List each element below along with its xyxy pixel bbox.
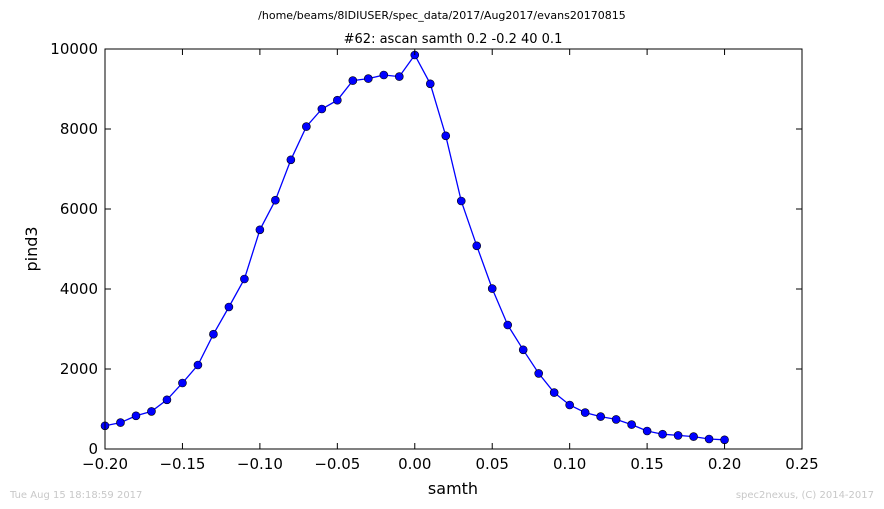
data-point: [596, 412, 605, 421]
data-point: [224, 302, 234, 312]
x-tick-label: −0.05: [314, 455, 360, 473]
data-point: [255, 225, 265, 235]
plot-frame: [104, 48, 803, 450]
data-point: [302, 122, 311, 131]
data-point: [364, 74, 373, 83]
x-tick-label: 0.20: [708, 455, 741, 473]
data-point: [580, 408, 590, 417]
chart-title: #62: ascan samth 0.2 -0.2 40 0.1: [344, 32, 563, 47]
footer-credit: spec2nexus, (C) 2014-2017: [736, 490, 874, 501]
chart-suptitle: /home/beams/8IDIUSER/spec_data/2017/Aug2…: [258, 9, 626, 22]
x-tick-label: −0.20: [82, 455, 128, 473]
x-tick-label: 0.10: [553, 455, 586, 473]
x-tick-label: 0.15: [630, 455, 663, 473]
data-point: [333, 95, 342, 105]
data-point: [673, 431, 683, 440]
data-point: [379, 70, 389, 80]
data-point: [131, 411, 141, 421]
data-point: [456, 196, 466, 206]
data-point: [518, 345, 528, 355]
x-tick-label: −0.15: [159, 455, 205, 473]
data-point: [317, 104, 327, 114]
data-point: [565, 400, 574, 410]
y-tick-label: 2000: [60, 360, 98, 378]
x-tick-label: −0.10: [237, 455, 283, 473]
data-point: [348, 76, 358, 85]
x-tick-label: 0.25: [785, 455, 818, 473]
x-tick-label: 0.00: [398, 455, 431, 473]
data-point: [116, 418, 125, 427]
data-point: [271, 195, 280, 205]
y-tick-label: 4000: [60, 280, 98, 298]
data-point: [720, 435, 729, 445]
footer-timestamp: Tue Aug 15 18:18:59 2017: [9, 490, 142, 501]
data-point: [162, 395, 172, 405]
x-tick-label: 0.05: [476, 455, 509, 473]
series-line: [104, 53, 725, 441]
data-point: [209, 329, 218, 339]
y-tick-label: 6000: [60, 200, 98, 218]
data-point: [147, 407, 156, 416]
y-tick-label: 10000: [50, 40, 98, 58]
data-point: [441, 131, 451, 141]
data-point: [704, 434, 714, 444]
data-point: [193, 360, 203, 370]
data-point: [425, 79, 435, 89]
data-point: [658, 429, 667, 439]
y-axis-label: pind3: [22, 226, 41, 271]
data-point: [534, 369, 543, 378]
data-point: [549, 388, 559, 397]
data-point: [240, 274, 249, 284]
x-axis-label: samth: [428, 479, 478, 498]
data-point: [178, 378, 187, 388]
data-point: [487, 284, 497, 293]
data-point: [472, 241, 482, 251]
data-point: [503, 320, 513, 330]
y-tick-label: 8000: [60, 120, 98, 138]
data-point: [689, 432, 698, 441]
data-point: [611, 415, 621, 424]
data-point: [394, 72, 404, 81]
data-point: [627, 420, 636, 429]
data-point: [286, 155, 296, 165]
data-point: [642, 426, 652, 436]
y-tick-label: 0: [88, 440, 98, 458]
